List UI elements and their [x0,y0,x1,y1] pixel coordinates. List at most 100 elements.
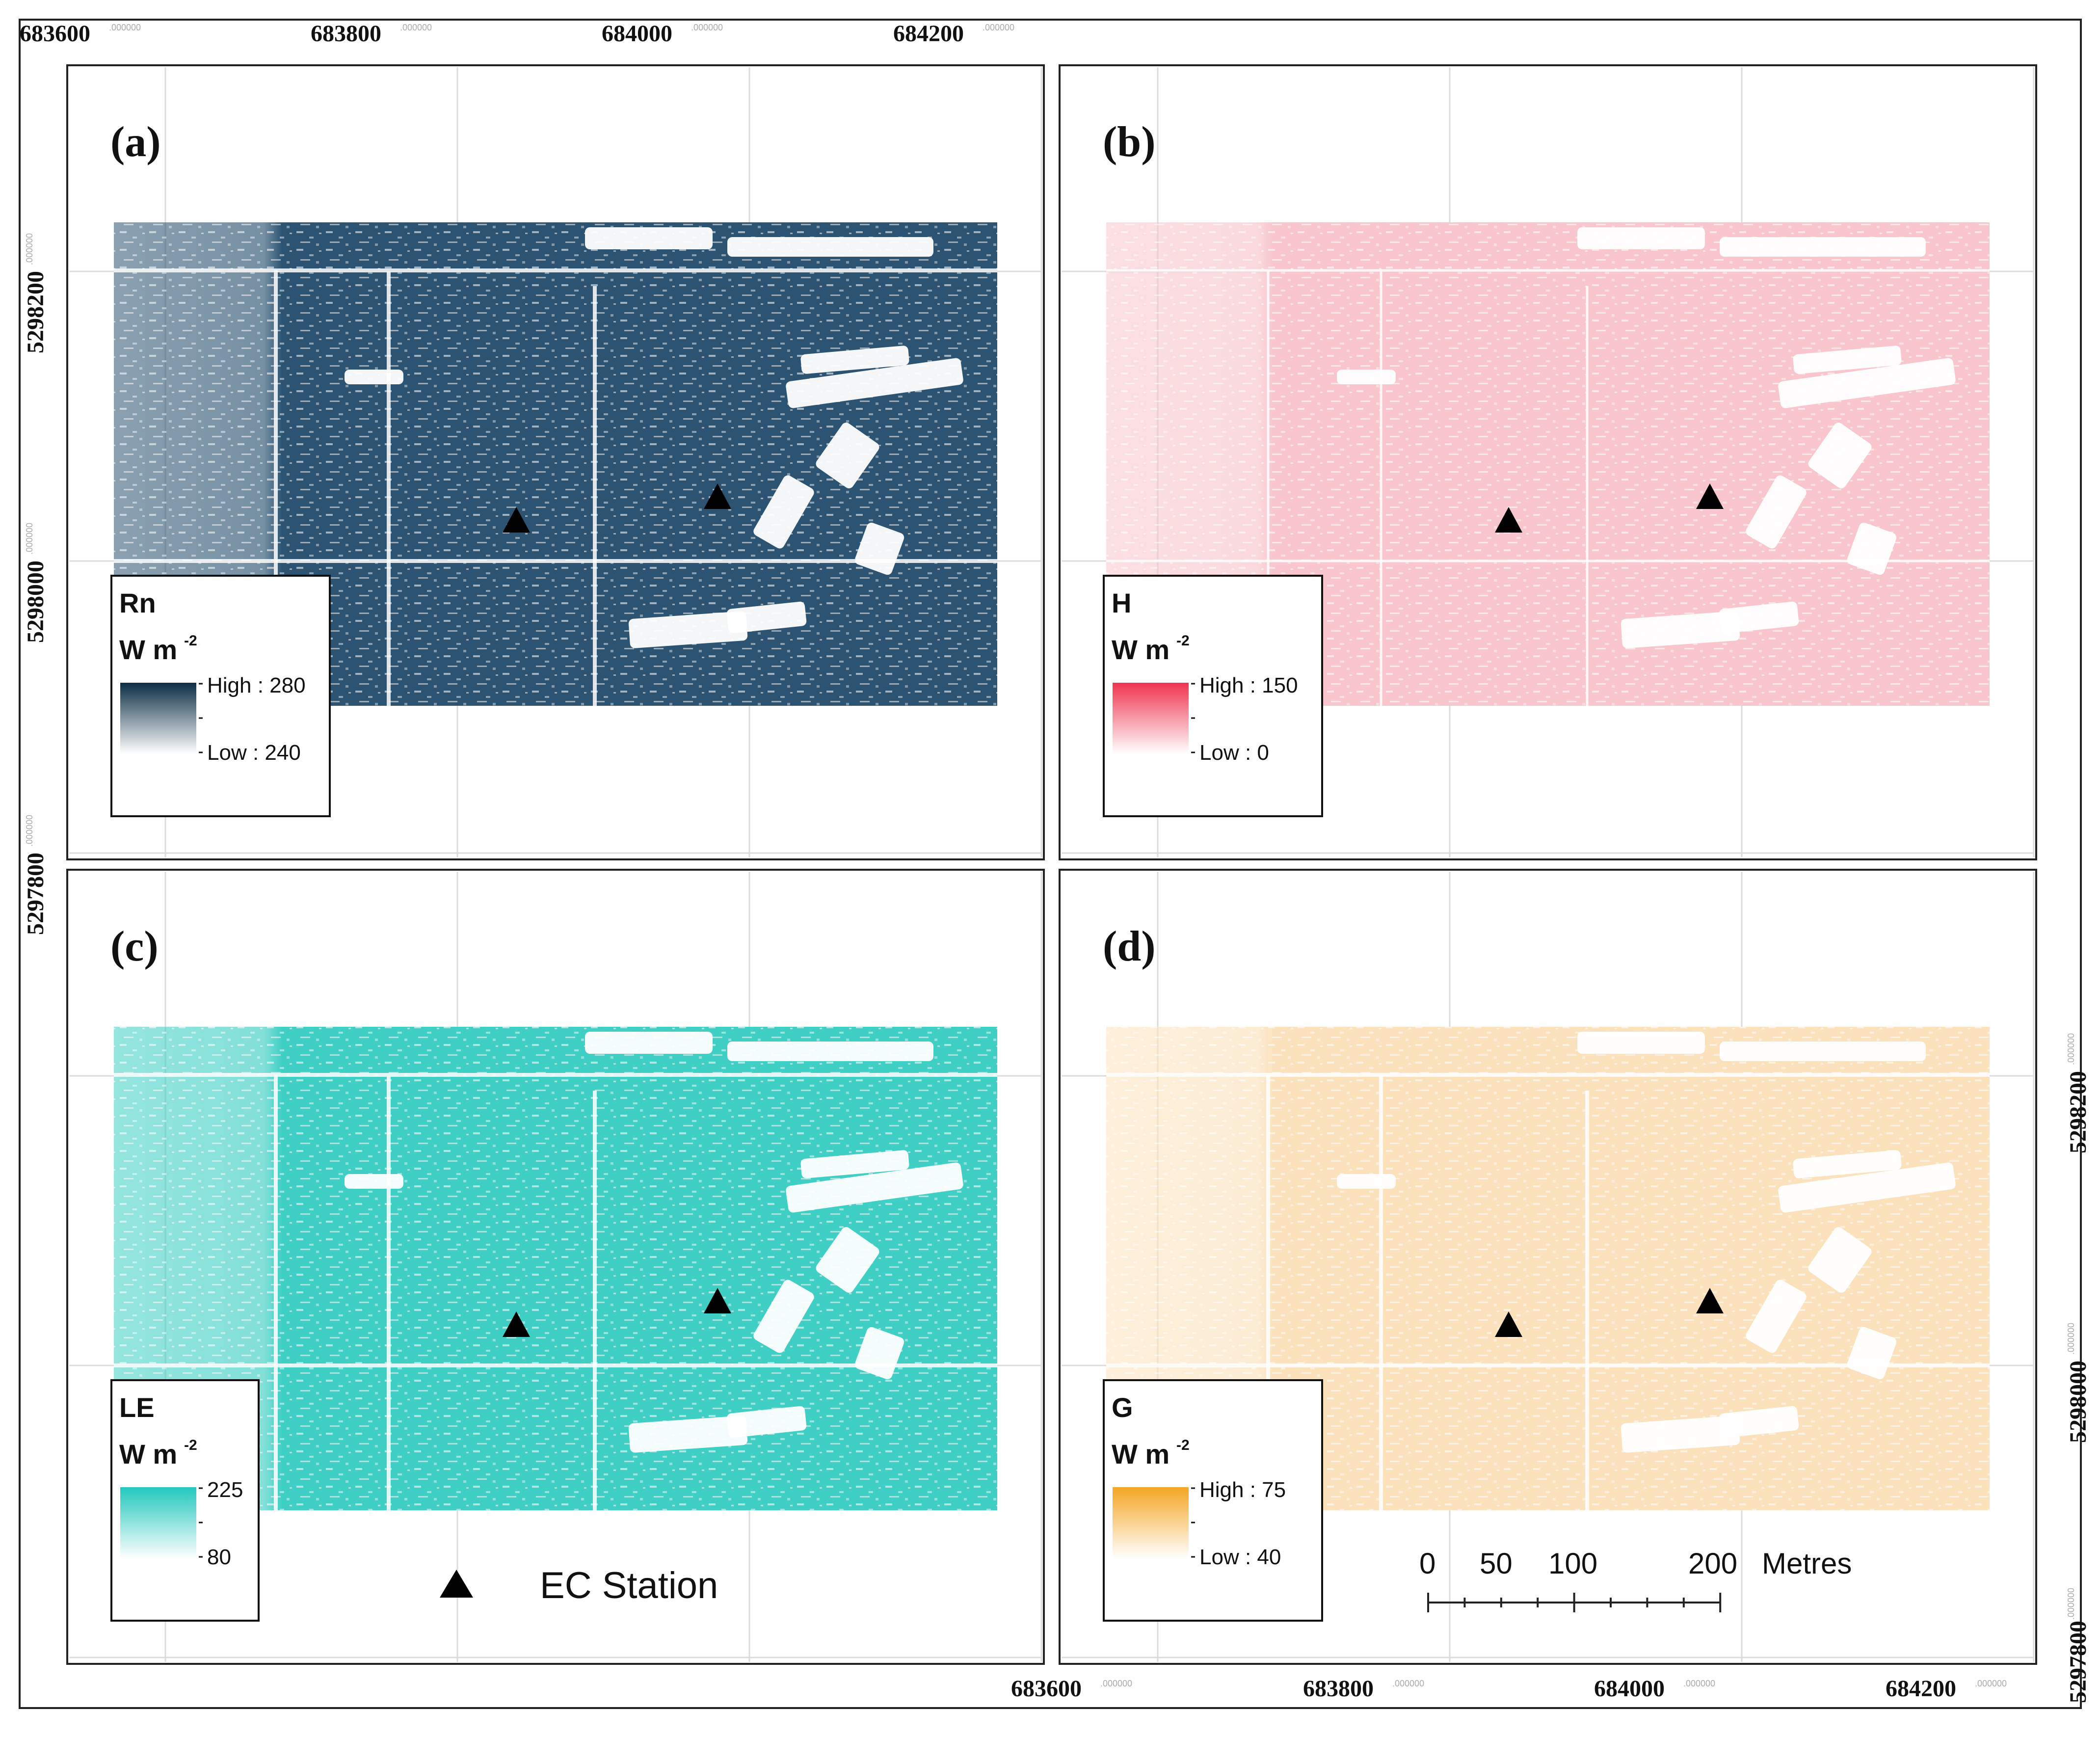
ec-station-icon [704,483,731,509]
right-y-axis: 5298200 .000000 5298000 .000000 5297800 … [2065,1033,2091,1703]
ec-station-icon [1495,507,1522,533]
panels-layer: (a) Rn W m -2 High : 280 Low : 240 (b) H W m -2 Hi… [66,64,2037,1665]
no-data-patch [1577,1032,1705,1054]
legend-color-ramp [1113,683,1189,754]
top-x-axis: 683600 .000000 683800 .000000 684000 .00… [20,21,1014,47]
legend-variable: LE [119,1392,155,1423]
no-data-patch [1808,423,1872,488]
ec-station-icon [503,1311,530,1337]
legend-color-ramp [120,1487,196,1558]
scale-unit-label: Metres [1762,1547,1852,1580]
right-y-tick-suffix: .000000 [2066,1588,2076,1620]
legend-variable: G [1112,1392,1133,1423]
panel-c: (c) LE W m -2 225 80 [66,869,1045,1665]
no-data-patch [1621,611,1740,648]
no-data-patch [1746,475,1807,549]
top-x-tick-label: 684000 [602,21,672,47]
no-data-patch [800,346,909,374]
legend-high-label: 225 [207,1478,243,1502]
no-data-patch [816,1227,879,1293]
legend-low-label: Low : 240 [207,741,301,765]
no-data-patch [726,601,807,634]
right-y-tick-suffix: .000000 [2066,1323,2076,1355]
left-y-tick-label: 5297800 [23,853,49,935]
top-x-tick-suffix: .000000 [400,23,432,32]
left-y-axis: 5298200 .000000 5298000 .000000 5297800 … [23,233,49,935]
scale-label: 50 [1480,1547,1513,1580]
no-data-patch [628,611,748,648]
ec-station-key: EC Station [440,1565,718,1606]
right-y-tick-label: 5298200 [2065,1071,2091,1153]
ec-station-icon [503,507,530,533]
scale-bar: 0 50 100 200 Metres [1419,1547,1852,1612]
bottom-x-axis: 683600 .000000 683800 .000000 684000 .00… [1011,1676,2007,1702]
no-data-patch [854,1327,904,1380]
left-y-tick-suffix: .000000 [25,233,34,265]
legend-unit-exponent: -2 [1176,633,1190,649]
bottom-x-tick-label: 684000 [1594,1676,1665,1702]
no-data-patch [1720,237,1926,257]
legend-high-label: High : 150 [1199,673,1298,697]
legend-low-label: 80 [207,1545,231,1569]
bottom-x-tick-label: 684200 [1886,1676,1956,1702]
right-y-tick-label: 5297800 [2065,1621,2091,1703]
panel-a: (a) Rn W m -2 High : 280 Low : 240 [66,64,1045,860]
bottom-x-tick-label: 683600 [1011,1676,1082,1702]
no-data-patch [345,1174,403,1189]
top-x-tick-label: 683600 [20,21,90,47]
no-data-patch [1337,370,1396,384]
right-y-tick-label: 5298000 [2065,1361,2091,1443]
no-data-patch [726,1406,807,1438]
legend-unit-exponent: -2 [1176,1437,1190,1453]
top-x-tick-suffix: .000000 [109,23,141,32]
legend-high-label: High : 75 [1199,1478,1286,1502]
panel-b: (b) H W m -2 High : 150 Low : 0 [1059,64,2037,860]
bottom-x-tick-suffix: .000000 [1100,1679,1132,1688]
scale-label: 100 [1548,1547,1597,1580]
no-data-patch [1847,522,1897,575]
outer-frame [19,19,2082,1709]
no-data-patch [1778,358,1956,408]
legend-color-ramp [1113,1487,1189,1558]
legend-unit: W m [1112,1439,1170,1470]
panel-label: (c) [110,923,159,970]
no-data-patch [753,475,814,549]
legend-unit-exponent: -2 [184,633,197,649]
legend-variable: Rn [119,588,156,618]
no-data-patch [854,522,904,575]
legend-unit: W m [119,634,177,665]
ec-station-key-icon [440,1570,473,1598]
left-y-tick-label: 5298000 [23,561,49,643]
top-x-tick-label: 683800 [311,21,381,47]
panel-d: (d) G W m -2 High : 75 Low : 40 [1059,869,2037,1665]
legend-unit: W m [119,1439,177,1470]
ec-station-icon [1696,483,1724,509]
top-x-tick-label: 684200 [893,21,964,47]
left-y-tick-suffix: .000000 [25,523,34,555]
no-data-patch [585,1032,713,1054]
top-x-tick-suffix: .000000 [983,23,1014,32]
panel-label: (a) [110,118,161,166]
no-data-patch [1808,1227,1872,1293]
panel-label: (b) [1103,118,1156,166]
no-data-patch [1793,1150,1902,1178]
no-data-patch [1847,1327,1897,1380]
scale-label: 0 [1419,1547,1435,1580]
no-data-patch [345,370,403,384]
no-data-patch [727,1042,933,1061]
no-data-patch [1793,346,1902,374]
bottom-x-tick-suffix: .000000 [1683,1679,1715,1688]
ec-station-icon [1495,1311,1522,1337]
legend-box [110,575,331,817]
bottom-x-tick-suffix: .000000 [1975,1679,2007,1688]
no-data-patch [800,1150,909,1178]
no-data-patch [1621,1416,1740,1453]
no-data-patch [1337,1174,1396,1189]
scale-label: 200 [1688,1547,1737,1580]
ec-station-icon [1696,1288,1724,1313]
legend-color-ramp [120,683,196,754]
no-data-patch [727,237,933,257]
left-y-tick-suffix: .000000 [25,815,34,847]
bottom-x-tick-label: 683800 [1303,1676,1374,1702]
